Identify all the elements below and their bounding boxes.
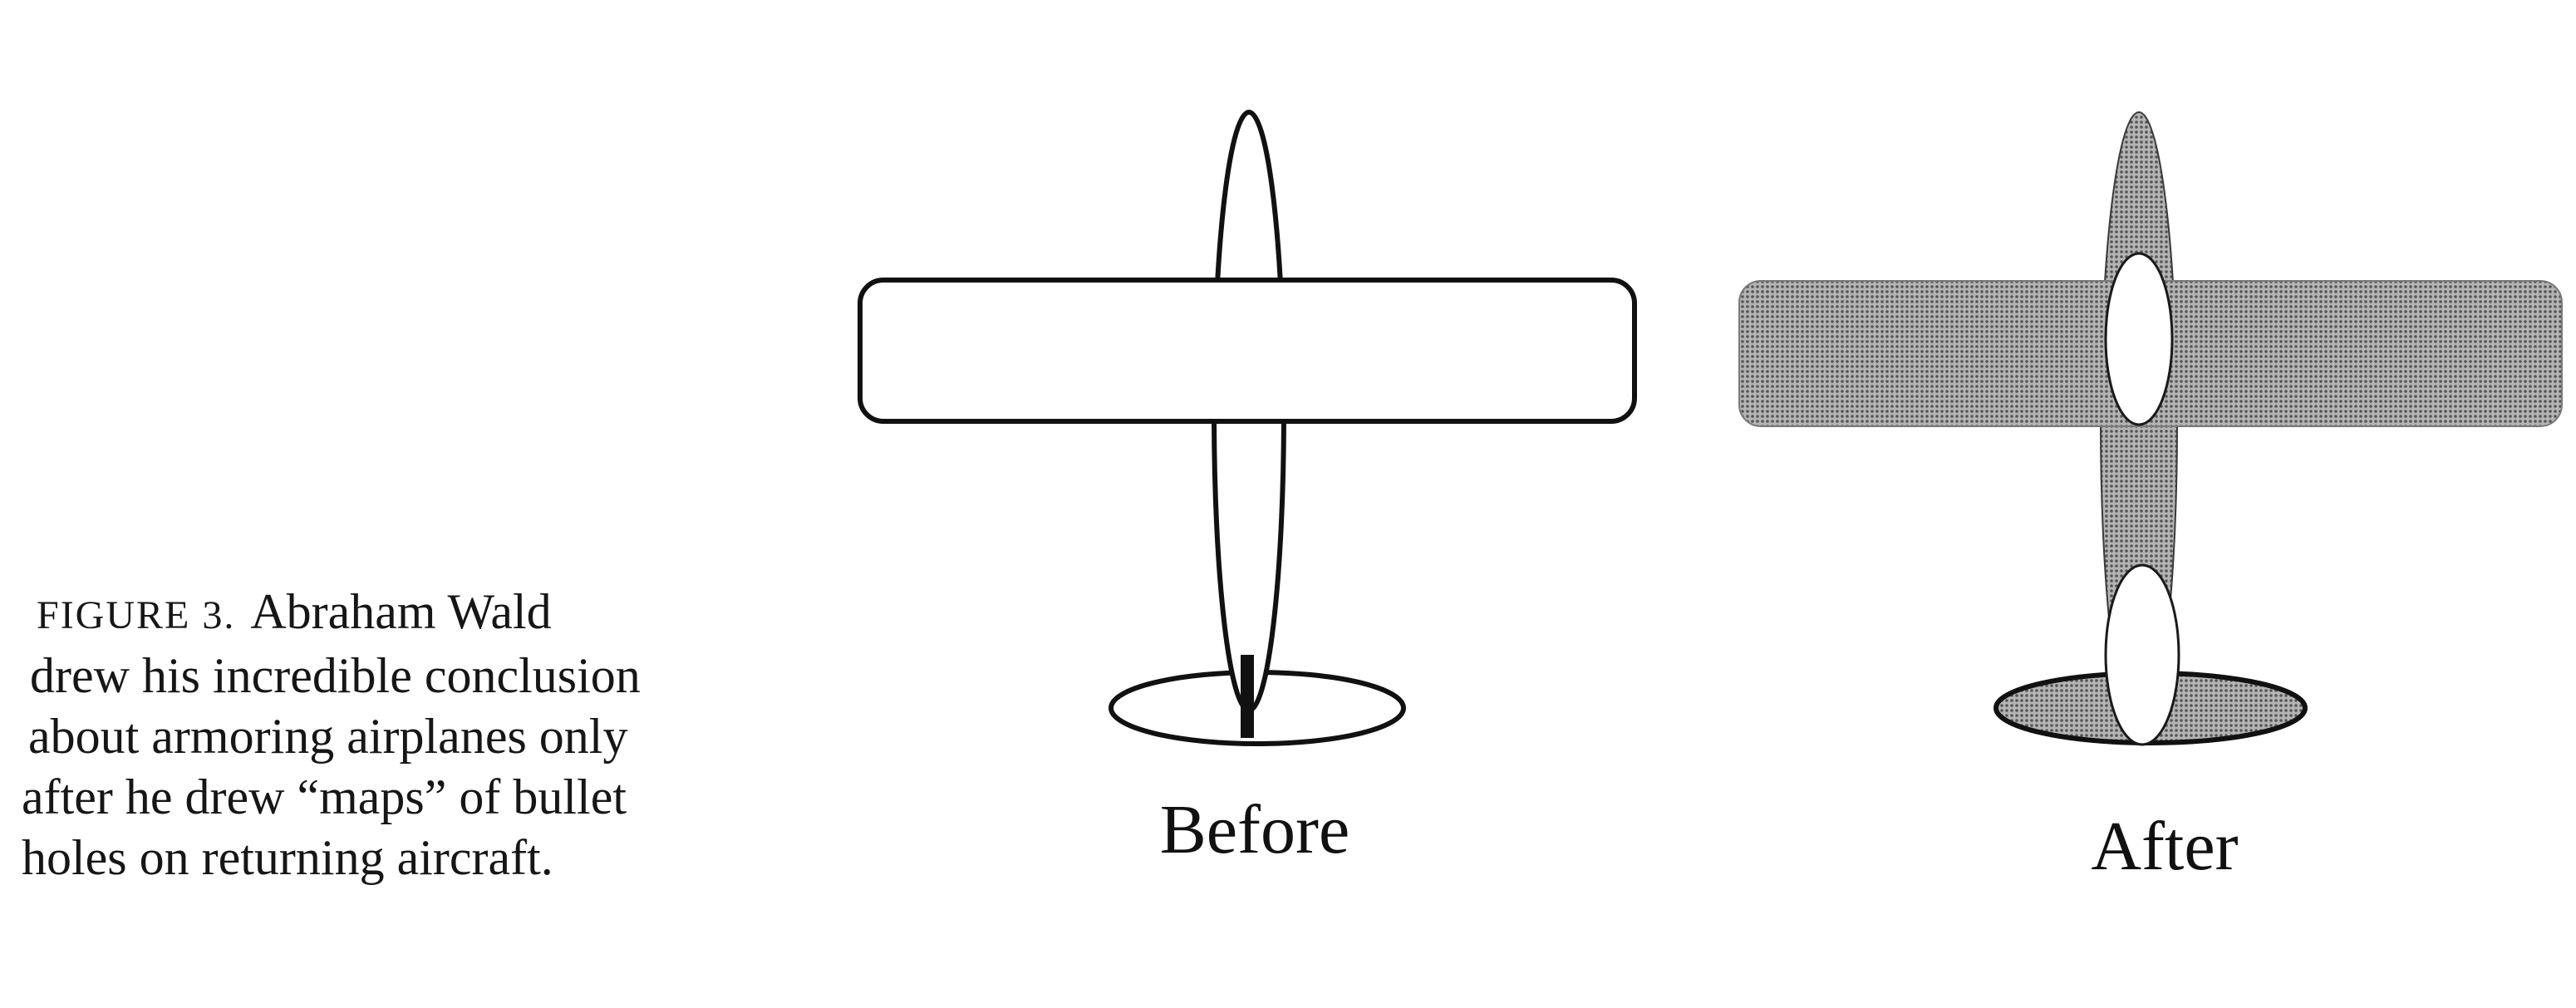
before-tail-fin — [1241, 655, 1254, 738]
caption-line-2: drew his incredible conclusion — [30, 648, 641, 703]
caption-line-4: after he drew “maps” of bullet — [22, 770, 627, 824]
caption-text-1: Abraham Wald — [250, 584, 552, 639]
caption-line-3: about armoring airplanes only — [28, 709, 628, 764]
caption-line-5: holes on returning aircraft. — [22, 830, 553, 885]
before-airplane — [858, 110, 1637, 746]
figure-caption: FIGURE 3. Abraham Wald drew his incredibl… — [22, 582, 703, 888]
caption-line-1: FIGURE 3. Abraham Wald — [22, 582, 703, 646]
after-label: After — [2091, 808, 2239, 885]
after-engine-area-clean — [2104, 252, 2174, 426]
after-airplane — [1738, 111, 2563, 746]
after-cockpit-area-clean — [2104, 563, 2180, 746]
before-label: Before — [1159, 791, 1350, 868]
figure-label: FIGURE 3. — [37, 593, 236, 637]
before-main-wing — [858, 278, 1637, 424]
